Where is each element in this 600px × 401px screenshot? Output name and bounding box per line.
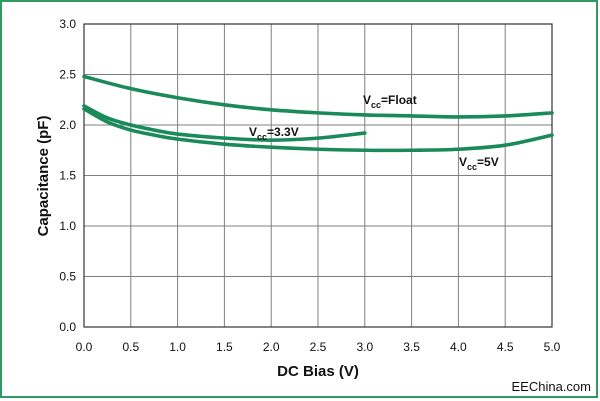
x-tick-label: 0.5 xyxy=(122,340,139,354)
y-tick-label: 2.5 xyxy=(59,68,76,82)
y-tick-label: 1.0 xyxy=(59,219,76,233)
x-axis-title: DC Bias (V) xyxy=(277,363,359,380)
series-label-subscript: cc xyxy=(467,162,477,172)
x-tick-label: 1.5 xyxy=(216,340,233,354)
series-label-main: V xyxy=(363,93,371,107)
x-tick-label: 5.0 xyxy=(544,340,561,354)
series-line-1 xyxy=(82,104,367,142)
x-tick-label: 4.5 xyxy=(497,340,514,354)
series-line-2 xyxy=(82,107,554,153)
x-tick-label: 3.5 xyxy=(403,340,420,354)
x-tick-label: 3.0 xyxy=(356,340,373,354)
series-line-0 xyxy=(82,74,554,119)
series-label-value: =5V xyxy=(477,155,499,169)
series-label-1: Vcc=3.3V xyxy=(249,125,299,142)
y-tick-label: 3.0 xyxy=(59,17,76,31)
plot-border xyxy=(83,23,553,328)
y-tick-label: 0.5 xyxy=(59,270,76,284)
x-tick-label: 4.0 xyxy=(450,340,467,354)
site-watermark: EEChina.com xyxy=(511,379,591,394)
series-label-0: Vcc=Float xyxy=(363,93,417,110)
y-tick-label: 0.0 xyxy=(59,320,76,334)
series-label-subscript: cc xyxy=(257,132,267,142)
series-label-value: =Float xyxy=(381,93,417,107)
series-layer xyxy=(82,74,554,153)
x-tick-label: 2.0 xyxy=(263,340,280,354)
x-tick-label: 0.0 xyxy=(76,340,93,354)
series-label-main: V xyxy=(249,125,257,139)
series-label-main: V xyxy=(459,155,467,169)
series-label-subscript: cc xyxy=(371,100,381,110)
y-axis-title: Capacitance (pF) xyxy=(35,116,52,237)
series-label-2: Vcc=5V xyxy=(459,155,499,172)
x-tick-label: 1.0 xyxy=(169,340,186,354)
axis-layer: 0.0 0.5 1.0 1.5 2.0 2.5 3.0 3.5 4.0 4.5 5.0 0.0 0.5 1… xyxy=(59,17,560,354)
x-tick-label: 2.5 xyxy=(310,340,327,354)
series-label-value: =3.3V xyxy=(267,125,299,139)
y-tick-label: 2.0 xyxy=(59,118,76,132)
y-tick-label: 1.5 xyxy=(59,169,76,183)
